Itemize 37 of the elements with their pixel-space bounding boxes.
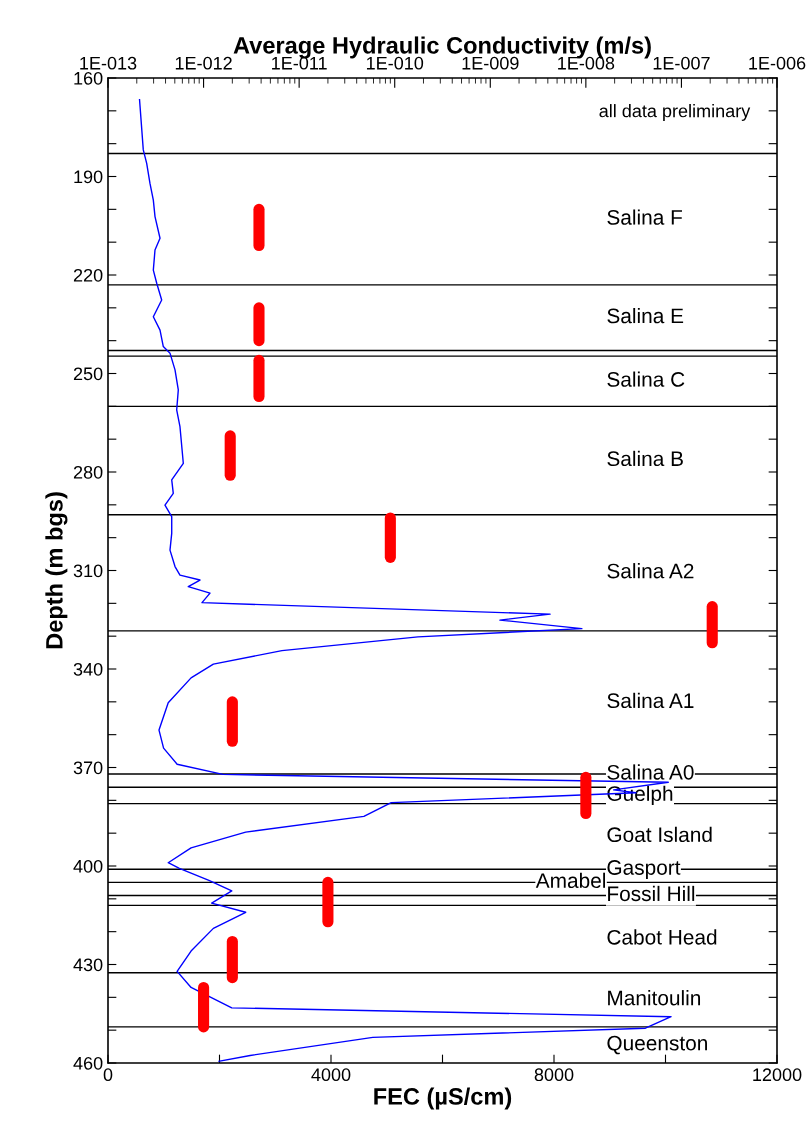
x2-tick-label: 1E-006	[749, 56, 806, 70]
ref-line-label: Salina C	[607, 371, 685, 387]
y-tick-label: 250	[73, 367, 103, 381]
ref-line-label: Manitoulin	[608, 990, 701, 1006]
x2-tick-label: 1E-012	[175, 56, 232, 70]
x2-tick-label: 1E-007	[653, 56, 710, 70]
y-tick-label: 430	[73, 958, 103, 972]
ref-line-label: Salina A1	[607, 692, 694, 709]
x-tick-label: 4000	[311, 1068, 351, 1082]
ref-line-label: Amabel	[535, 872, 606, 889]
ref-line-label: Fossil Hill	[608, 885, 695, 902]
ref-line-label: Cabot Head	[607, 929, 717, 945]
y-tick-label: 460	[73, 1056, 103, 1070]
ref-line-label: Salina A0	[607, 764, 694, 780]
y-tick-label: 190	[74, 170, 103, 184]
y-axis-title: Depth (m bgs)	[45, 492, 68, 649]
y-tick-label: 160	[74, 71, 103, 85]
y-tick-label: 280	[73, 465, 103, 479]
ref-line-label: Queenston	[607, 1035, 707, 1055]
y-tick-label: 370	[73, 761, 103, 775]
ref-line-label: Salina A2	[607, 563, 694, 579]
y-tick-label: 400	[73, 859, 103, 873]
annotation: all data preliminary	[599, 104, 751, 121]
ref-line-label: Salina B	[607, 450, 683, 467]
ref-line-label: Salina E	[607, 307, 684, 324]
x2-tick-label: 1E-013	[80, 56, 137, 70]
y-tick-label: 340	[73, 662, 103, 676]
x-axis-title: FEC (µS/cm)	[374, 1087, 512, 1110]
x-tick-label: 0	[103, 1068, 113, 1082]
ref-line-label: Salina F	[607, 209, 682, 225]
x-tick-label: 8000	[534, 1068, 574, 1082]
ref-line-label: Gasport	[607, 860, 681, 879]
x-tick-label: 12000	[753, 1068, 802, 1082]
ref-line-label: Guelph	[607, 785, 673, 806]
y-tick-label: 220	[73, 268, 103, 282]
y-tick-label: 310	[73, 564, 103, 578]
ref-line-label: Goat Island	[607, 826, 712, 843]
